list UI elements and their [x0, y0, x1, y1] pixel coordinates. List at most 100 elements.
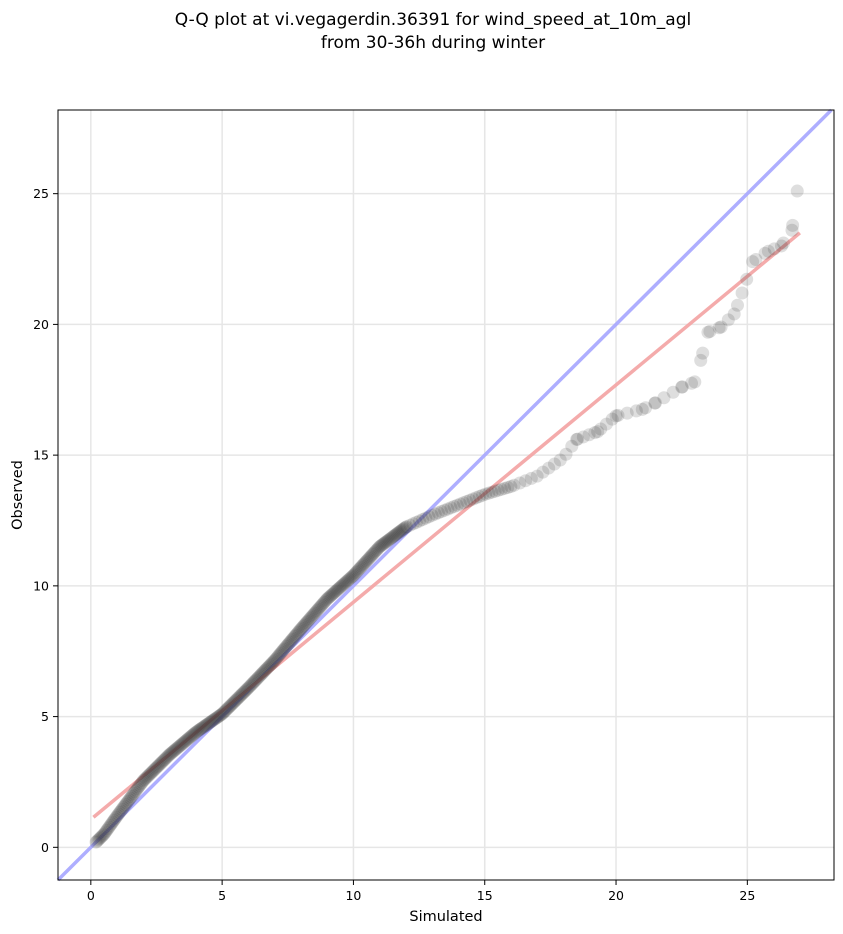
quantile-point-123 [234, 688, 248, 702]
quantile-point-149 [265, 656, 279, 670]
quantile-point-17 [109, 810, 123, 824]
quantile-point-222 [351, 563, 365, 577]
quantile-point-101 [208, 712, 222, 726]
quantile-point-207 [334, 580, 348, 594]
quantile-point-99 [206, 713, 220, 727]
quantile-point-313 [599, 417, 613, 431]
quantile-point-106 [214, 708, 228, 722]
quantile-point-197 [322, 590, 336, 604]
quantile-point-320 [657, 391, 671, 405]
quantile-point-278 [447, 500, 461, 514]
quantile-point-59 [159, 751, 173, 765]
quantile-point-349 [774, 239, 788, 253]
quantile-point-253 [388, 528, 402, 542]
quantile-point-163 [282, 637, 296, 651]
quantile-point-174 [295, 621, 309, 635]
quantile-point-324 [694, 353, 708, 367]
quantile-point-20 [113, 805, 127, 819]
quantile-point-310 [582, 428, 596, 442]
quantile-point-238 [370, 542, 384, 556]
quantile-point-227 [357, 556, 371, 570]
quantile-point-21 [114, 804, 128, 818]
quantile-point-236 [368, 545, 382, 559]
quantile-point-23 [116, 801, 130, 815]
quantile-point-145 [260, 661, 274, 675]
quantile-point-159 [277, 642, 291, 656]
quantile-point-199 [324, 588, 338, 602]
quantile-point-10 [101, 822, 115, 836]
quantile-point-83 [187, 727, 201, 741]
quantile-point-248 [382, 533, 396, 547]
quantile-point-169 [289, 628, 303, 642]
quantile-point-12 [103, 818, 117, 832]
quantile-point-6 [96, 828, 110, 842]
quantile-point-244 [377, 536, 391, 550]
quantile-point-311 [588, 426, 602, 440]
quantile-point-47 [145, 765, 159, 779]
quantile-point-265 [406, 517, 420, 531]
quantile-point-218 [347, 568, 361, 582]
quantile-point-88 [193, 722, 207, 736]
quantile-point-224 [354, 560, 368, 574]
quantile-point-22 [115, 802, 129, 816]
quantile-point-270 [422, 510, 436, 524]
quantile-point-322 [675, 380, 689, 394]
quantile-point-348 [761, 244, 775, 258]
quantile-point-259 [395, 523, 409, 537]
reference-line-group [56, 108, 833, 882]
quantile-point-175 [296, 620, 310, 634]
quantile-point-228 [359, 555, 373, 569]
quantile-point-346 [735, 286, 749, 300]
quantile-point-128 [240, 682, 254, 696]
quantile-point-319 [648, 396, 662, 410]
quantile-point-55 [154, 756, 168, 770]
quantile-point-307 [565, 439, 579, 453]
quantile-point-18 [110, 809, 124, 823]
quantile-point-63 [164, 747, 178, 761]
quantile-point-315 [611, 408, 625, 422]
quantile-point-329 [740, 272, 754, 286]
quantile-point-119 [230, 692, 244, 706]
quantile-point-108 [217, 705, 231, 719]
quantile-point-269 [419, 511, 433, 525]
quantile-point-166 [285, 632, 299, 646]
quantile-point-192 [316, 597, 330, 611]
y-tick-label-25: 25 [33, 186, 49, 201]
quantile-point-241 [374, 539, 388, 553]
quantile-point-304 [547, 457, 561, 471]
quantile-point-27 [121, 794, 135, 808]
quantile-point-193 [317, 595, 331, 609]
quantile-point-203 [329, 584, 343, 598]
y-tick-label-10: 10 [33, 578, 49, 593]
quantile-point-296 [504, 480, 518, 494]
quantile-point-279 [450, 498, 464, 512]
quantile-point-201 [327, 586, 341, 600]
quantile-point-125 [237, 685, 251, 699]
quantile-point-250 [385, 531, 399, 545]
quantile-point-58 [158, 752, 172, 766]
quantile-point-351 [790, 184, 804, 198]
y-tick-label-20: 20 [33, 317, 49, 332]
y-tick-label-0: 0 [41, 840, 49, 855]
quantile-point-144 [259, 662, 273, 676]
quantile-point-312 [594, 422, 608, 436]
quantile-point-65 [166, 745, 180, 759]
quantile-point-148 [264, 657, 278, 671]
quantile-point-180 [302, 613, 316, 627]
quantile-point-34 [129, 783, 143, 797]
quantile-point-341 [688, 375, 702, 389]
quantile-point-77 [180, 733, 194, 747]
quantile-point-243 [376, 537, 390, 551]
quantile-point-294 [498, 481, 512, 495]
quantile-point-337 [609, 409, 623, 423]
quantile-point-4 [94, 830, 108, 844]
quantile-point-275 [438, 503, 452, 517]
quantile-point-110 [219, 703, 233, 717]
quantile-point-158 [276, 644, 290, 658]
quantile-point-122 [233, 689, 247, 703]
quantile-point-11 [102, 820, 116, 834]
quantile-point-161 [279, 639, 293, 653]
quantile-point-28 [122, 793, 136, 807]
quantile-point-48 [146, 764, 160, 778]
quantile-point-13 [104, 817, 118, 831]
